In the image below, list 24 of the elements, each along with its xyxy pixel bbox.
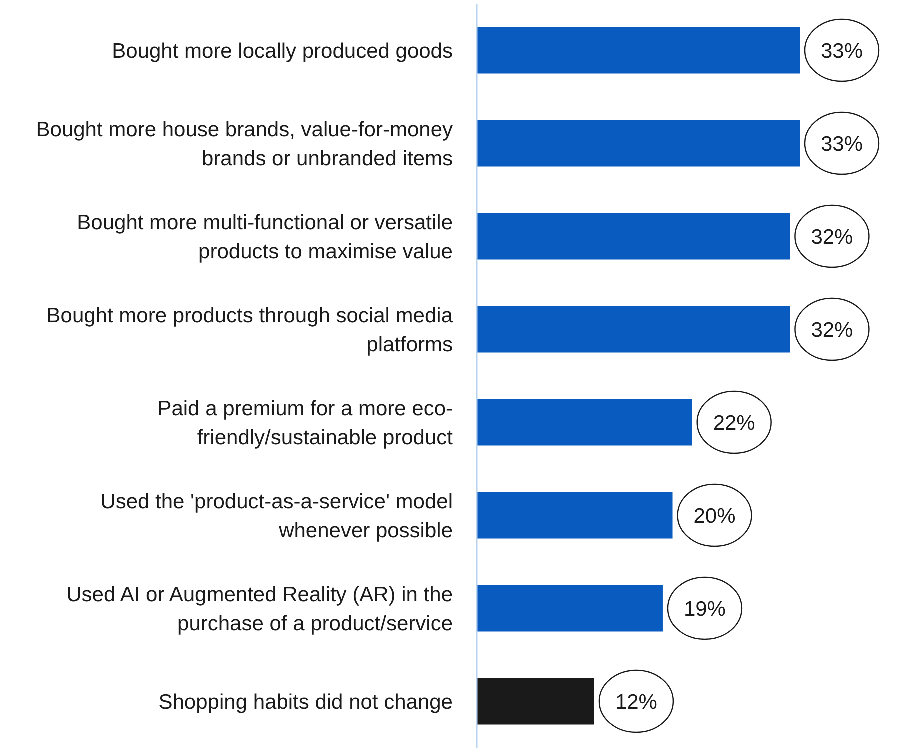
bar <box>477 585 663 632</box>
y-tick-label: Bought more products through social media platforms <box>46 304 454 356</box>
data-label: 20% <box>694 504 736 528</box>
y-tick-label: Bought more locally produced goods <box>112 40 453 63</box>
bar <box>477 213 790 260</box>
data-label: 33% <box>820 132 864 156</box>
bar <box>477 306 790 353</box>
data-label: 19% <box>684 598 726 621</box>
y-tick-label: Shopping habits did not change <box>158 690 453 714</box>
y-tick-label: Bought more multi-functional or versatile products to maximise value <box>77 211 453 264</box>
y-tick-label: Paid a premium for a more eco-friendly/sustainable product <box>158 397 454 450</box>
bar <box>477 399 692 446</box>
bar <box>477 678 594 725</box>
data-label: 32% <box>811 226 854 249</box>
bar <box>477 27 800 74</box>
data-label: 12% <box>615 690 658 714</box>
data-label: 32% <box>811 318 854 342</box>
y-tick-label: Used AI or Augmented Reality (AR) in the purchase of a product/service <box>66 583 453 636</box>
data-label: 33% <box>820 40 864 63</box>
y-tick-label: Used the 'product-as-a-service' model whenever possible <box>100 490 453 542</box>
bar <box>477 120 800 167</box>
y-tick-label: Bought more house brands, value-for-money brands or unbranded items <box>36 118 454 170</box>
bar <box>477 492 673 539</box>
data-label: 22% <box>713 412 756 435</box>
